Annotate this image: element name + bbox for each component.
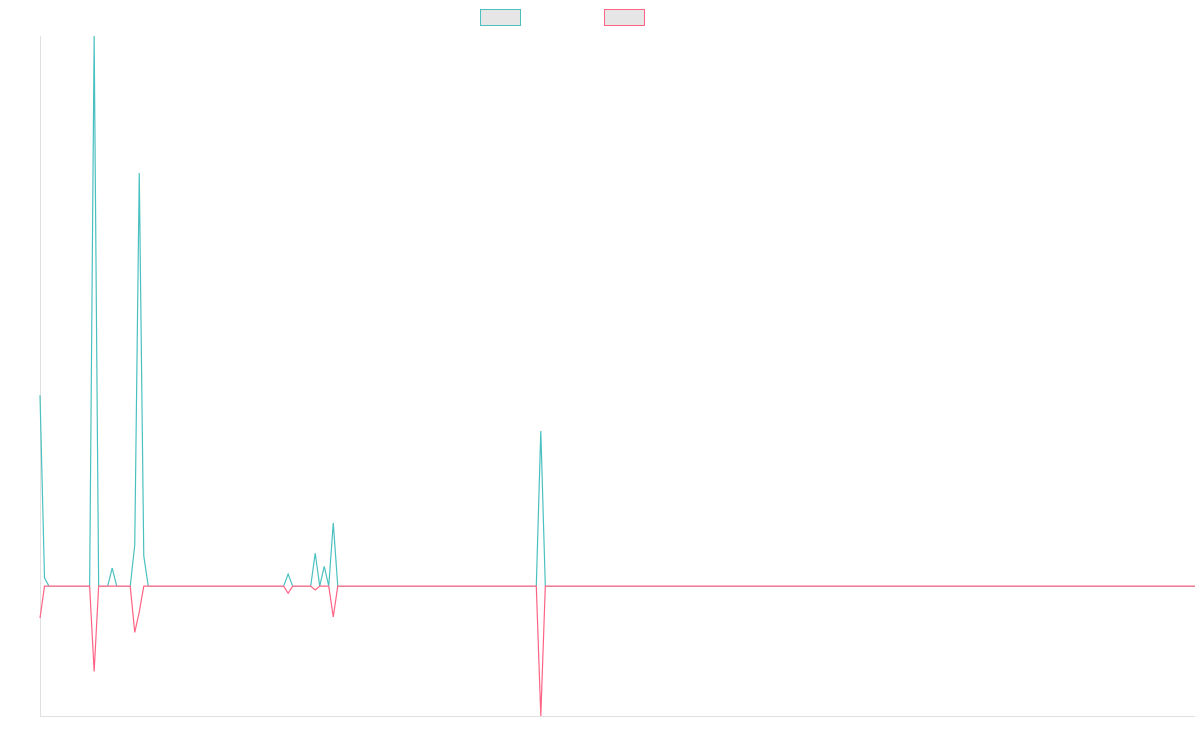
legend-swatch (604, 9, 645, 26)
legend-swatch (480, 9, 521, 26)
series-line (39, 585, 1195, 717)
series-line (39, 35, 1195, 587)
